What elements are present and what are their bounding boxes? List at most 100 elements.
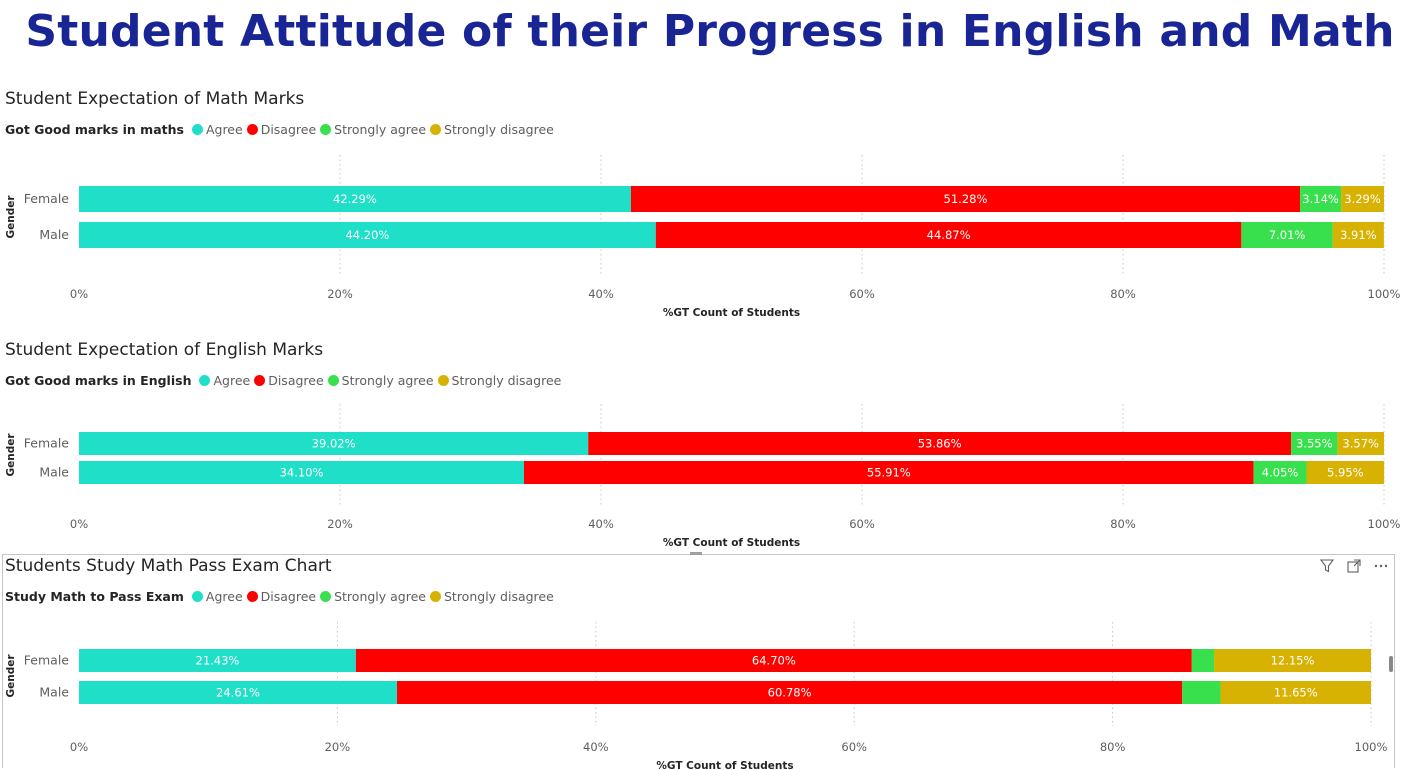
- bar-segment[interactable]: [655, 222, 1242, 248]
- legend-label: Disagree: [260, 589, 317, 604]
- bar-segment[interactable]: [1182, 681, 1221, 704]
- data-label: 53.86%: [918, 437, 962, 451]
- data-label: 3.57%: [1342, 437, 1379, 451]
- data-label: 4.05%: [1262, 466, 1299, 480]
- legend-label: Strongly disagree: [443, 589, 554, 604]
- bar-segment[interactable]: [79, 681, 397, 704]
- bar-segment[interactable]: [79, 461, 525, 484]
- chart-legend: Got Good marks in maths Agree Disagree Stro…: [5, 122, 558, 137]
- bar-segment[interactable]: [355, 649, 1192, 672]
- bar-segment[interactable]: [396, 681, 1183, 704]
- x-axis-title: %GT Count of Students: [663, 537, 800, 549]
- legend-label: Agree: [213, 373, 251, 388]
- x-tick-label: 20%: [325, 740, 351, 754]
- data-label: 34.10%: [280, 466, 324, 480]
- bar-segment[interactable]: [630, 186, 1301, 212]
- bar-segment[interactable]: [79, 432, 589, 455]
- data-label: 51.28%: [944, 192, 988, 206]
- legend-item[interactable]: Strongly agree: [320, 122, 426, 137]
- bar-segment[interactable]: [524, 461, 1254, 484]
- scrollbar[interactable]: [1389, 656, 1393, 672]
- bar-segment[interactable]: [1332, 222, 1384, 248]
- bar-segment[interactable]: [1253, 461, 1307, 484]
- legend-item[interactable]: Strongly disagree: [429, 589, 554, 604]
- x-tick-label: 80%: [1110, 517, 1136, 531]
- chart-legend: Got Good marks in English Agree Disagree St…: [5, 373, 565, 388]
- study-math-plot: 0% 20% 40% 60% 80% 100% %GT Count of Students G…: [5, 622, 1388, 770]
- legend-marker-icon: [430, 124, 442, 135]
- legend-title: Got Good marks in English: [5, 373, 192, 388]
- legend-item[interactable]: Agree: [191, 589, 243, 604]
- x-tick-label: 0%: [70, 517, 88, 531]
- data-label: 7.01%: [1269, 228, 1306, 242]
- english-marks-plot: 0% 20% 40% 60% 80% 100% %GT Count of Students G…: [5, 404, 1401, 549]
- legend-item[interactable]: Disagree: [254, 373, 324, 388]
- data-label: 44.20%: [345, 228, 389, 242]
- legend-item[interactable]: Agree: [199, 373, 250, 388]
- legend-marker-icon: [320, 124, 332, 135]
- legend-marker-icon: [246, 591, 258, 602]
- bar-segment[interactable]: [1220, 681, 1371, 704]
- x-tick-label: 60%: [849, 517, 875, 531]
- chart-title: Students Study Math Pass Exam Chart: [5, 556, 332, 576]
- page-title: Student Attitude of their Progress in En…: [25, 6, 1395, 57]
- data-label: 60.78%: [768, 686, 812, 700]
- legend-item[interactable]: Strongly agree: [327, 373, 434, 388]
- bar-segment[interactable]: [1214, 649, 1371, 672]
- more-options-icon[interactable]: [1372, 559, 1390, 577]
- legend-marker-icon: [246, 124, 258, 135]
- legend-item[interactable]: Strongly agree: [320, 589, 426, 604]
- focus-mode-icon[interactable]: [1345, 559, 1363, 577]
- bar-segment[interactable]: [79, 649, 356, 672]
- bar-segment[interactable]: [79, 222, 656, 248]
- x-axis-title: %GT Count of Students: [656, 760, 793, 770]
- x-tick-label: 60%: [849, 287, 875, 301]
- bar-segment[interactable]: [1241, 222, 1333, 248]
- legend-label: Disagree: [268, 373, 324, 388]
- data-label: 3.91%: [1340, 228, 1377, 242]
- x-tick-label: 20%: [327, 287, 353, 301]
- bar-segment[interactable]: [588, 432, 1292, 455]
- legend-item[interactable]: Strongly disagree: [430, 122, 554, 137]
- chart-title: Student Expectation of Math Marks: [5, 89, 305, 109]
- legend-marker-icon: [429, 591, 441, 602]
- x-tick-label: 80%: [1100, 740, 1126, 754]
- bar-segment[interactable]: [1341, 186, 1384, 212]
- filter-icon[interactable]: [1318, 559, 1336, 577]
- resize-handle[interactable]: [690, 552, 702, 555]
- bar-segment[interactable]: [79, 186, 631, 212]
- bar-segment[interactable]: [1291, 432, 1338, 455]
- y-axis-title: Gender: [5, 433, 17, 477]
- legend-marker-icon: [191, 591, 203, 602]
- x-tick-label: 0%: [70, 740, 88, 754]
- chart-title: Student Expectation of English Marks: [5, 340, 324, 360]
- legend-label: Strongly disagree: [444, 122, 554, 137]
- x-tick-label: 0%: [70, 287, 88, 301]
- legend-item[interactable]: Disagree: [246, 589, 317, 604]
- bar-segment[interactable]: [1337, 432, 1384, 455]
- data-label: 64.70%: [752, 654, 796, 668]
- legend-label: Agree: [205, 122, 243, 137]
- legend-item[interactable]: Disagree: [246, 122, 317, 137]
- data-label: 55.91%: [867, 466, 911, 480]
- legend-label: Disagree: [260, 122, 317, 137]
- x-tick-label: 100%: [1355, 740, 1388, 754]
- bar-segment[interactable]: [1191, 649, 1215, 672]
- bar-segment[interactable]: [1300, 186, 1342, 212]
- y-category-label: Female: [24, 191, 70, 206]
- data-label: 42.29%: [333, 192, 377, 206]
- legend-item[interactable]: Agree: [191, 122, 243, 137]
- chart-legend: Study Math to Pass Exam Agree Disagree Stro…: [5, 589, 558, 604]
- legend-item[interactable]: Strongly disagree: [437, 373, 561, 388]
- data-label: 21.43%: [196, 654, 240, 668]
- y-category-label: Male: [39, 227, 69, 242]
- data-label: 3.14%: [1302, 192, 1339, 206]
- data-label: 44.87%: [927, 228, 971, 242]
- x-axis-title: %GT Count of Students: [663, 307, 800, 319]
- legend-marker-icon: [199, 375, 211, 386]
- data-label: 3.55%: [1296, 437, 1333, 451]
- legend-title: Study Math to Pass Exam: [5, 589, 184, 604]
- x-tick-label: 20%: [327, 517, 353, 531]
- bar-segment[interactable]: [1306, 461, 1385, 484]
- x-tick-label: 40%: [588, 517, 614, 531]
